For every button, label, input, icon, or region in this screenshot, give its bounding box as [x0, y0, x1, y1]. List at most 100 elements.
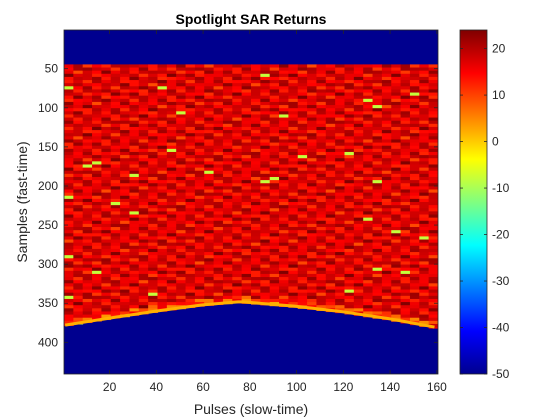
heatmap-cell: [419, 277, 430, 281]
heatmap-cell: [64, 73, 74, 78]
heatmap-cell: [64, 267, 74, 272]
heatmap-cell: [279, 208, 289, 212]
heatmap-cell: [344, 217, 355, 222]
heatmap-cell: [269, 211, 280, 215]
heatmap-cell: [120, 126, 130, 131]
heatmap-cell: [129, 167, 140, 172]
heatmap-cell: [129, 158, 140, 162]
heatmap-cell: [409, 302, 420, 306]
heatmap-cell: [185, 158, 196, 162]
heatmap-cell: [335, 126, 345, 131]
heatmap-cell: [64, 123, 74, 128]
heatmap-cell: [148, 233, 158, 237]
heatmap-cell: [288, 230, 299, 234]
heatmap-cell: [307, 64, 317, 68]
heatmap-cell: [64, 117, 74, 122]
heatmap-cell: [353, 92, 364, 97]
heatmap-cell: [120, 76, 130, 81]
heatmap-cell: [213, 223, 224, 228]
heatmap-cell: [325, 133, 336, 137]
heatmap-cell: [288, 120, 299, 125]
heatmap-cell: [129, 73, 140, 78]
heatmap-cell: [428, 111, 438, 115]
heatmap-cell: [279, 176, 289, 181]
heatmap-cell: [120, 161, 130, 165]
heatmap-cell: [204, 264, 214, 269]
heatmap-cell: [166, 205, 177, 209]
heatmap-cell: [129, 280, 140, 284]
heatmap-cell: [148, 64, 158, 68]
heatmap-cell: [307, 176, 317, 181]
heatmap-cell: [138, 286, 149, 290]
heatmap-cell: [241, 267, 252, 272]
heatmap-cell: [335, 139, 345, 143]
heatmap-cell: [101, 133, 112, 137]
heatmap-cell: [101, 158, 112, 162]
heatmap-cell: [64, 292, 74, 297]
heatmap-cell: [148, 230, 158, 234]
heatmap-cell: [269, 298, 280, 303]
heatmap-cell: [279, 292, 289, 297]
heatmap-cell: [120, 202, 130, 206]
heatmap-cell: [157, 211, 168, 215]
heatmap-cell: [307, 180, 317, 184]
heatmap-cell: [269, 239, 280, 244]
heatmap-cell: [110, 236, 121, 240]
heatmap-cell: [325, 233, 336, 237]
heatmap-cell: [288, 214, 299, 219]
heatmap-cell: [428, 308, 438, 312]
heatmap-cell: [400, 273, 411, 278]
heatmap-cell: [157, 267, 168, 272]
heatmap-cell: [325, 258, 336, 262]
heatmap-cell: [166, 67, 177, 72]
heatmap-cell: [101, 220, 112, 225]
heatmap-cell: [391, 151, 401, 156]
heatmap-cell: [222, 161, 233, 165]
heatmap-cell: [110, 139, 121, 143]
heatmap-cell: [307, 101, 317, 106]
y-tick-label: 250: [38, 218, 58, 232]
heatmap-cell: [232, 273, 243, 278]
heatmap-cell: [64, 280, 74, 284]
heatmap-cell: [409, 133, 420, 137]
heatmap-cell: [64, 252, 74, 256]
heatmap-cell: [344, 101, 355, 106]
heatmap-cell: [269, 139, 280, 143]
heatmap-cell: [120, 273, 130, 278]
heatmap-cell: [64, 167, 74, 172]
heatmap-cell: [428, 173, 438, 178]
heatmap-cell: [73, 258, 84, 262]
heatmap-cell: [241, 170, 252, 175]
heatmap-cell: [157, 230, 168, 234]
heatmap-cell: [251, 158, 261, 162]
heatmap-cell: [120, 305, 130, 309]
heatmap-cell: [148, 108, 158, 112]
heatmap-cell: [269, 114, 280, 118]
heatmap-cell: [138, 130, 149, 134]
heatmap-cell: [344, 136, 355, 140]
heatmap-cell: [185, 302, 196, 306]
heatmap-cell: [260, 101, 271, 106]
heatmap-cell: [372, 86, 383, 90]
heatmap-cell: [213, 277, 224, 281]
heatmap-cell: [269, 180, 280, 184]
heatmap-cell: [391, 164, 401, 168]
heatmap-cell: [325, 148, 336, 153]
heatmap-cell: [148, 252, 158, 256]
heatmap-cell: [232, 233, 243, 237]
heatmap-cell: [325, 292, 336, 297]
heatmap-cell: [251, 214, 261, 219]
heatmap-cell: [222, 189, 233, 194]
heatmap-cell: [241, 92, 252, 97]
heatmap-cell: [409, 83, 420, 87]
heatmap-cell: [269, 136, 280, 140]
heatmap-cell: [176, 273, 186, 278]
heatmap-cell: [92, 142, 102, 147]
heatmap-cell: [325, 227, 336, 231]
heatmap-cell: [288, 80, 299, 84]
heatmap-cell: [353, 205, 364, 209]
heatmap-cell: [260, 130, 271, 134]
heatmap-cell: [409, 167, 420, 172]
heatmap-cell: [251, 183, 261, 187]
heatmap-cell: [251, 211, 261, 215]
